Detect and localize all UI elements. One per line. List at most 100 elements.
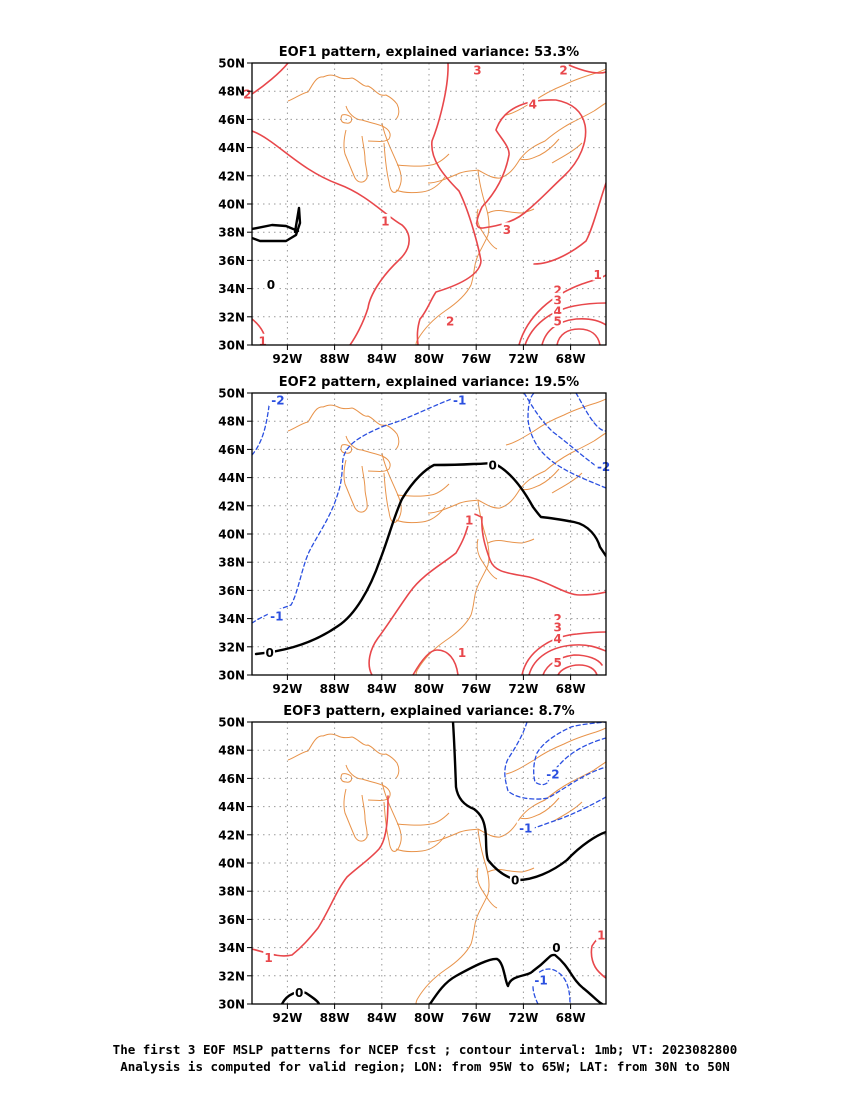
coastline	[476, 867, 498, 909]
y-tick-label: 44N	[218, 800, 245, 814]
coastline	[427, 169, 479, 184]
x-tick-label: 88W	[320, 352, 350, 366]
contour-label: 1	[458, 646, 466, 660]
contour-label: 3	[553, 621, 561, 635]
contour-label: 3	[473, 64, 481, 78]
y-tick-label: 44N	[218, 141, 245, 155]
contour-label: -1	[270, 609, 283, 623]
y-tick-label: 38N	[218, 885, 245, 899]
x-axis: 92W 88W 84W 80W 76W 72W 68W	[272, 345, 586, 366]
coastline	[487, 867, 535, 873]
y-tick-label: 32N	[218, 969, 245, 983]
contour-label-bg	[264, 645, 275, 659]
contour-neg	[532, 968, 571, 1004]
contour-label-bg	[558, 63, 569, 77]
coastline	[395, 176, 446, 194]
contour-label: 0	[295, 986, 303, 1000]
contour-neg	[523, 393, 606, 472]
contour-label: 0	[489, 458, 497, 472]
contour-label-bg	[487, 457, 498, 471]
contour-label: -1	[534, 974, 547, 988]
contour-pos	[412, 649, 459, 675]
contour-pos	[557, 664, 598, 675]
contour-label-bg	[516, 820, 535, 834]
contour-label: -1	[453, 394, 466, 408]
coastline	[477, 761, 606, 838]
contour-label: 5	[553, 656, 561, 670]
contour-label-bg	[463, 512, 475, 526]
y-axis: 30N 32N 34N 36N 38N 40N 42N 44N 46N 48N 50N	[218, 57, 252, 353]
x-axis: 92W 88W 84W 80W 76W 72W 68W	[272, 675, 586, 696]
contour-label-bg	[450, 393, 469, 407]
coastline	[287, 74, 400, 120]
contour-label-bg	[552, 611, 563, 625]
coastline	[427, 828, 479, 843]
coastline	[381, 452, 402, 523]
x-tick-label: 68W	[556, 352, 586, 366]
grid	[252, 63, 606, 345]
coastline	[343, 129, 368, 183]
coastline	[395, 835, 446, 853]
coastline	[340, 114, 353, 124]
contour-label: -2	[546, 768, 559, 782]
y-tick-label: 46N	[218, 772, 245, 786]
coastline	[476, 208, 498, 250]
y-tick-label: 48N	[218, 744, 245, 758]
coastline	[345, 105, 391, 142]
footer-line-2: Analysis is computed for valid region; L…	[120, 1059, 730, 1074]
y-tick-label: 50N	[218, 57, 245, 71]
contour-label: 1	[465, 513, 473, 527]
coastline	[415, 169, 490, 345]
contour-pos	[556, 328, 601, 345]
contour-neg	[252, 405, 270, 456]
x-tick-label: 72W	[508, 1011, 538, 1025]
x-axis: 92W 88W 84W 80W 76W 72W 68W	[272, 1004, 586, 1025]
y-tick-label: 34N	[218, 282, 245, 296]
y-tick-label: 40N	[218, 528, 245, 542]
contour-label-bg	[380, 213, 391, 227]
contour-zero	[254, 461, 606, 656]
contour-label-bg	[257, 333, 268, 347]
y-tick-label: 50N	[218, 716, 245, 730]
panel-eof1: 0112343221234530N32N34N36N38N40N42N44N46…	[218, 45, 607, 366]
contour-label-bg	[472, 63, 483, 77]
contour-label: -1	[519, 821, 532, 835]
x-tick-label: 92W	[272, 682, 302, 696]
x-tick-label: 84W	[367, 1011, 397, 1025]
contour-pos	[542, 654, 603, 675]
coastline	[396, 812, 450, 826]
contour-label: 3	[553, 293, 561, 307]
contour-pos	[533, 182, 606, 265]
x-tick-label: 80W	[414, 352, 444, 366]
contours	[252, 393, 606, 675]
contour-label: 0	[511, 873, 519, 887]
contour-label-bg	[552, 304, 563, 318]
y-tick-label: 44N	[218, 471, 245, 485]
contour-label-bg	[444, 314, 456, 328]
contour-label: 1	[258, 334, 266, 348]
contour-labels: -2 -1 -1 0 0 0 1 1	[263, 767, 607, 1000]
y-tick-label: 42N	[218, 828, 245, 842]
contour-pos	[476, 99, 587, 229]
x-tick-label: 68W	[556, 1011, 586, 1025]
contour-label-bg	[265, 277, 277, 291]
contour-label-bg	[594, 459, 613, 473]
y-tick-label: 40N	[218, 857, 245, 871]
y-tick-label: 30N	[218, 669, 245, 683]
footer-line-1: The first 3 EOF MSLP patterns for NCEP f…	[112, 1042, 738, 1057]
x-tick-label: 68W	[556, 682, 586, 696]
y-tick-label: 36N	[218, 584, 245, 598]
contour-pos	[252, 795, 389, 957]
contour-label: 2	[243, 88, 251, 102]
y-tick-label: 46N	[218, 113, 245, 127]
contour-label-bg	[527, 96, 539, 110]
coastline	[287, 733, 400, 779]
contour-label: -2	[271, 394, 284, 408]
contour-neg	[252, 393, 467, 624]
y-tick-label: 30N	[218, 998, 245, 1012]
contour-label-bg	[592, 267, 603, 281]
contour-zero	[252, 206, 302, 243]
coastline	[477, 102, 606, 179]
panel-eof2: -2 -1 -1 -2 0 0 1 1 234 5 30N 32N 34N 36N 38N 40N 42N 44N…	[218, 375, 613, 696]
x-tick-label: 88W	[320, 682, 350, 696]
